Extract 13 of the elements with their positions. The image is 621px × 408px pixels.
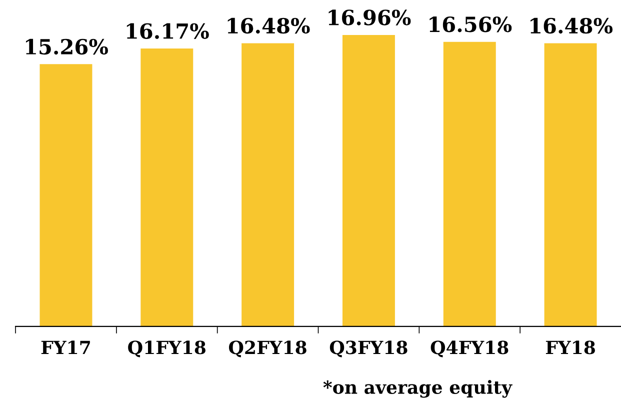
data-label: 16.17% (126, 23, 209, 39)
x-tick-label: FY17 (41, 340, 90, 354)
x-tick-label: Q3FY18 (330, 340, 408, 358)
x-tick-label: Q4FY18 (430, 340, 508, 358)
x-tick-label: Q2FY18 (229, 340, 306, 358)
data-label: 15.26% (26, 38, 108, 55)
data-label: 16.48% (530, 18, 613, 34)
x-tick-label: Q1FY18 (128, 340, 206, 358)
x-tick-label: FY18 (546, 340, 595, 354)
data-label: 16.96% (328, 10, 411, 26)
text: *on average equity (323, 380, 512, 398)
data-label: 16.48% (228, 18, 310, 34)
data-label: 16.56% (430, 16, 512, 32)
